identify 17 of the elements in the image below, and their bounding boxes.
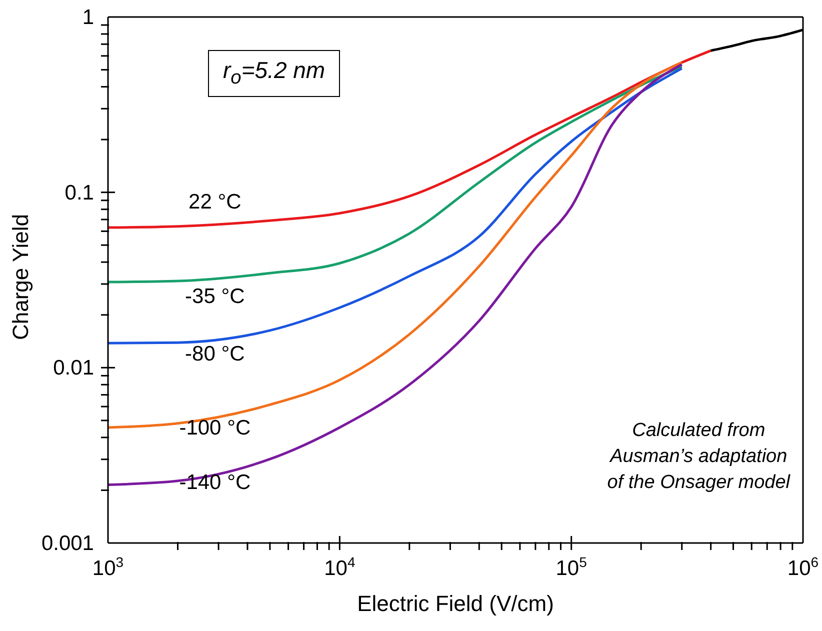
series-label: -80 °C: [185, 342, 245, 366]
series-label: -35 °C: [185, 285, 245, 308]
annotation: r$_{o}$=5.2 nm: [223, 57, 326, 89]
x-tick-label: 10$^{4}$: [324, 554, 356, 580]
x-tick-label: 10$^{3}$: [92, 554, 124, 580]
x-tick-label: 10$^{6}$: [787, 554, 819, 580]
series-label: -140 °C: [179, 471, 251, 494]
series-label: 22 °C: [188, 190, 242, 214]
series-label: -100 °C: [179, 416, 251, 440]
y-tick-label: 0.1: [64, 181, 94, 204]
annotation: Calculated from Ausman’s adaptation of the Onsager model: [607, 419, 790, 495]
y-tick-label: 0.001: [41, 532, 94, 555]
y-axis-title: Charge Yield: [8, 214, 33, 340]
x-tick-label: 10$^{5}$: [556, 554, 588, 580]
x-axis-title: Electric Field (V/cm): [357, 591, 554, 616]
y-tick-label: 1: [82, 6, 94, 29]
y-tick-label: 0.01: [53, 356, 94, 380]
